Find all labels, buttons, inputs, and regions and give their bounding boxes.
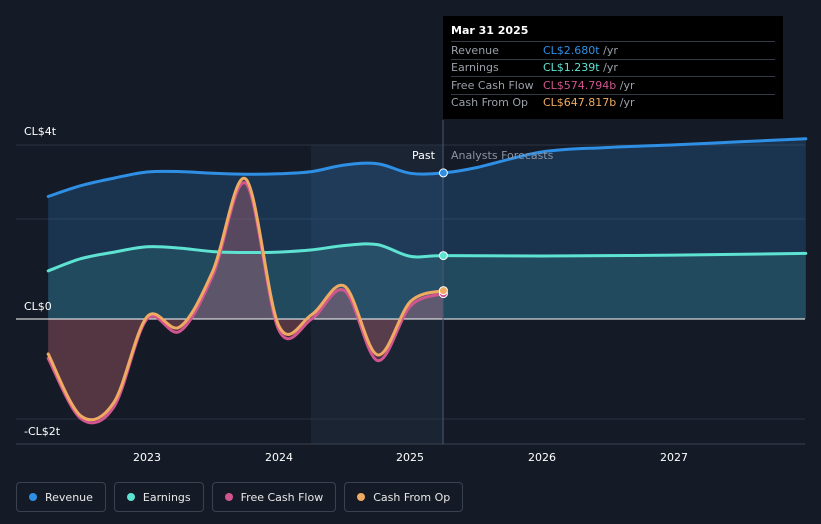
financial-chart — [16, 120, 808, 445]
tooltip-date: Mar 31 2025 — [451, 24, 529, 37]
legend-dot-icon — [357, 493, 366, 501]
revenue-line — [46, 137, 808, 198]
past-label: Past — [412, 149, 435, 162]
free-cash-flow-area — [48, 182, 444, 423]
legend-dot-icon — [126, 493, 135, 501]
legend-dot-icon — [224, 493, 233, 501]
y-tick-label: CL$0 — [24, 300, 52, 313]
tooltip-label: Earnings — [451, 61, 499, 75]
free-cash-flow-line — [46, 181, 445, 425]
cash-from-op-line — [46, 177, 445, 422]
x-tick-label: 2024 — [265, 451, 293, 464]
legend-label: Revenue — [45, 490, 93, 504]
early-region-shade — [48, 145, 311, 444]
tooltip-row-free-cash-flow: Free Cash Flow CL$574.794b /yr — [451, 76, 775, 94]
legend-label: Free Cash Flow — [240, 490, 324, 504]
tooltip-label: Revenue — [451, 43, 499, 57]
earnings-line — [46, 242, 808, 273]
tooltip-label: Cash From Op — [451, 96, 529, 110]
tooltip-row-cash-from-op: Cash From Op CL$647.817b /yr — [451, 93, 775, 112]
tooltip: Mar 31 2025 Revenue CL$2.680t /yr Earnin… — [443, 16, 783, 119]
y-tick-label: -CL$2t — [24, 425, 61, 438]
tooltip-value: CL$574.794b /yr — [543, 78, 635, 92]
x-tick-label: 2026 — [528, 451, 556, 464]
cash-from-op-point — [438, 286, 448, 296]
earnings-point — [438, 251, 448, 261]
legend-item-revenue[interactable]: Revenue — [16, 482, 106, 512]
legend-item-free-cash-flow[interactable]: Free Cash Flow — [211, 482, 337, 512]
tooltip-row-revenue: Revenue CL$2.680t /yr — [451, 41, 775, 59]
legend-label: Cash From Op — [373, 490, 451, 504]
y-tick-label: CL$4t — [24, 125, 57, 138]
tooltip-value: CL$1.239t /yr — [543, 61, 618, 75]
legend-item-cash-from-op[interactable]: Cash From Op — [344, 482, 464, 512]
earnings-area — [48, 243, 806, 319]
forecast-label: Analysts Forecasts — [451, 149, 554, 162]
x-tick-label: 2023 — [133, 451, 161, 464]
x-tick-label: 2027 — [660, 451, 688, 464]
cash-from-op-area — [48, 178, 444, 420]
legend-dot-icon — [29, 493, 37, 501]
legend-label: Earnings — [142, 490, 191, 504]
legend-item-earnings[interactable]: Earnings — [113, 482, 204, 512]
tooltip-label: Free Cash Flow — [451, 78, 534, 92]
legend: Revenue Earnings Free Cash Flow Cash Fro… — [16, 482, 464, 512]
x-tick-label: 2025 — [396, 451, 424, 464]
tooltip-row-earnings: Earnings CL$1.239t /yr — [451, 58, 775, 77]
revenue-point — [438, 168, 448, 178]
tooltip-value: CL$2.680t /yr — [543, 43, 618, 57]
tooltip-value: CL$647.817b /yr — [543, 96, 635, 110]
